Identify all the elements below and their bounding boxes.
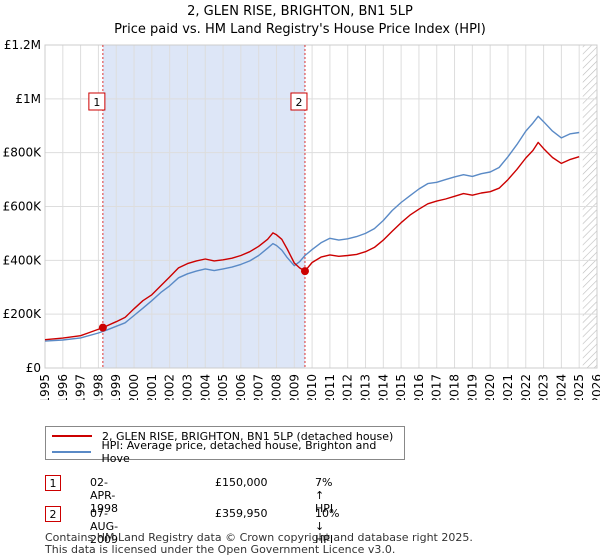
- chart-title: 2, GLEN RISE, BRIGHTON, BN1 5LP: [187, 4, 413, 19]
- footer-copyright: Contains HM Land Registry data © Crown c…: [45, 531, 473, 544]
- x-tick-label: 2012: [341, 374, 355, 400]
- y-tick-label: £400K: [3, 253, 43, 267]
- series-line-property: [44, 141, 580, 341]
- x-tick-label: 1997: [74, 374, 88, 400]
- sale-badge: [290, 92, 308, 111]
- x-tick-label: 2017: [430, 374, 444, 400]
- x-tick-label: 2022: [519, 374, 533, 400]
- x-tick-label: 2014: [376, 374, 390, 400]
- price-chart: £0 £200K £400K £600K £800K £1M £1.2M 1995 1996 19…: [3, 38, 600, 400]
- y-tick-label: £200K: [3, 307, 43, 321]
- sale-badge-label: 2: [295, 96, 302, 109]
- x-tick-label: 2000: [127, 374, 141, 400]
- plot-frame: [44, 44, 598, 369]
- x-tick-label: 2024: [554, 374, 568, 400]
- legend-label-property: 2, GLEN RISE, BRIGHTON, BN1 5LP (detache…: [102, 429, 394, 443]
- x-tick-label: 2002: [163, 374, 177, 400]
- legend-swatch-property: [52, 435, 92, 437]
- x-tick-label: 2005: [216, 374, 230, 400]
- footer-licence: This data is licensed under the Open Gov…: [45, 543, 396, 556]
- legend-item-property: 2, GLEN RISE, BRIGHTON, BN1 5LP (detache…: [52, 428, 393, 444]
- x-tick-label: 1999: [109, 374, 123, 400]
- x-tick-label: 2004: [198, 374, 212, 400]
- sale-point: [98, 323, 107, 332]
- x-tick-label: 1998: [91, 374, 105, 400]
- x-tick-label: 2011: [323, 374, 337, 400]
- transaction-price: £359,950: [215, 507, 268, 520]
- transaction-price: £150,000: [215, 476, 268, 489]
- transaction-badge: 2: [45, 506, 61, 522]
- y-tick-label: £0: [26, 361, 41, 375]
- transaction-hpi-diff: 7% ↑ HPI: [315, 476, 334, 515]
- x-tick-label: 2016: [412, 374, 426, 400]
- x-tick-label: 1996: [56, 374, 70, 400]
- x-tick-label: 2007: [252, 374, 266, 400]
- x-tick-label: 2006: [234, 374, 248, 400]
- sale-point: [300, 267, 309, 276]
- x-tick-label: 2001: [145, 374, 159, 400]
- sale-badge-label: 1: [93, 96, 100, 109]
- x-tick-label: 2025: [572, 374, 586, 400]
- x-tick-label: 2015: [394, 374, 408, 400]
- x-tick-label: 2009: [287, 374, 301, 400]
- y-tick-label: £1.2M: [4, 38, 41, 52]
- series-line-hpi: [44, 115, 580, 342]
- x-tick-label: 2010: [305, 374, 319, 400]
- transaction-hpi-diff: 10% ↓ HPI: [315, 507, 340, 546]
- x-tick-label: 1995: [38, 374, 52, 400]
- x-tick-label: 2023: [537, 374, 551, 400]
- x-tick-label: 2018: [448, 374, 462, 400]
- transaction-badge: 1: [45, 475, 61, 491]
- chart-subtitle: Price paid vs. HM Land Registry's House …: [114, 22, 486, 37]
- y-tick-label: £1M: [15, 92, 41, 106]
- x-tick-label: 2020: [483, 374, 497, 400]
- x-tick-label: 2008: [269, 374, 283, 400]
- legend-label-hpi: HPI: Average price, detached house, Brig…: [101, 439, 377, 465]
- x-tick-label: 2026: [590, 374, 600, 400]
- x-tick-label: 2013: [359, 374, 373, 400]
- y-tick-label: £800K: [3, 146, 43, 160]
- transaction-date: 02-APR-1998: [90, 476, 118, 515]
- transaction-date: 07-AUG-2009: [90, 507, 119, 546]
- y-tick-label: £600K: [3, 200, 43, 214]
- chart-legend: 2, GLEN RISE, BRIGHTON, BN1 5LP (detache…: [45, 426, 405, 465]
- x-tick-label: 2019: [465, 374, 479, 400]
- x-tick-label: 2021: [501, 374, 515, 400]
- legend-swatch-hpi: [52, 451, 92, 453]
- legend-item-hpi: HPI: Average price, detached house, Brig…: [52, 439, 404, 465]
- sale-badge: [88, 92, 106, 111]
- x-tick-label: 2003: [180, 374, 194, 400]
